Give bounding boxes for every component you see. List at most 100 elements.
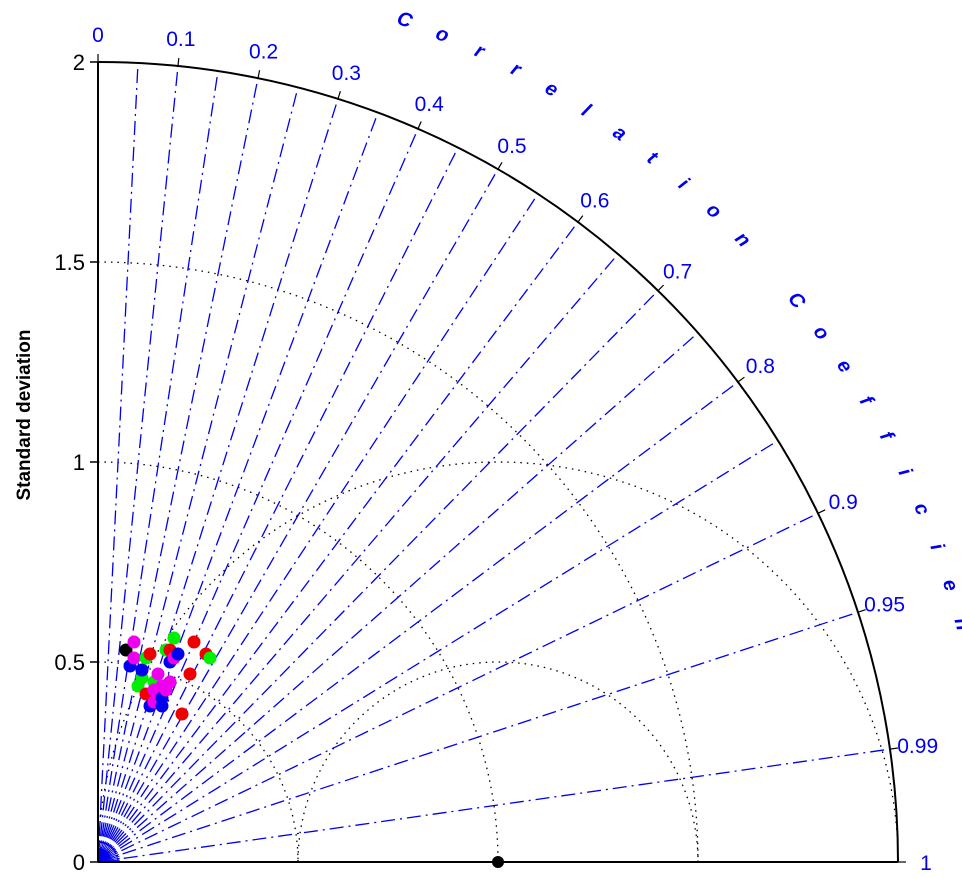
arc-label-char: f xyxy=(875,428,899,446)
arc-label-char: o xyxy=(809,321,834,344)
std-dev-arc xyxy=(97,461,499,863)
data-point xyxy=(135,663,149,677)
corr-tick-mark xyxy=(417,121,422,130)
correlation-ray xyxy=(97,87,299,863)
std-tick-label: 0 xyxy=(73,850,85,875)
arc-label-char: o xyxy=(432,22,452,47)
corr-tick-label: 1 xyxy=(920,852,932,875)
corr-tick-mark xyxy=(337,91,341,100)
arc-label-char: c xyxy=(909,500,934,519)
arc-label-char: i xyxy=(894,465,916,480)
corr-tick-label: 0.99 xyxy=(897,735,938,758)
correlation-ray xyxy=(97,221,579,863)
arc-label-char: f xyxy=(855,392,878,411)
data-point xyxy=(167,631,181,645)
corr-tick-label: 0.5 xyxy=(497,135,526,158)
correlation-ray xyxy=(97,128,419,863)
correlation-ray xyxy=(97,78,259,863)
axes xyxy=(97,61,899,863)
data-points xyxy=(119,631,217,721)
correlation-ray xyxy=(97,512,819,863)
corr-tick-label: 0.3 xyxy=(332,62,361,85)
data-point xyxy=(127,635,141,649)
corr-tick-mark xyxy=(177,58,180,67)
correlation-ray xyxy=(97,71,219,863)
outer-arc xyxy=(97,61,899,863)
correlation-ray xyxy=(97,332,699,863)
arc-label-char: o xyxy=(702,199,726,223)
origin-arc xyxy=(97,846,114,863)
correlation-ray xyxy=(97,65,179,863)
corr-tick-mark xyxy=(657,284,665,292)
arc-label-char: e xyxy=(541,77,562,102)
data-point xyxy=(127,651,141,665)
arc-label-char: e xyxy=(832,355,856,376)
correlation-ray xyxy=(97,147,459,863)
arc-label-char: r xyxy=(507,58,525,82)
corr-tick-label: 0.7 xyxy=(663,261,692,284)
corr-tick-label: 0 xyxy=(92,24,104,47)
std-dev-gridlines xyxy=(97,261,699,863)
data-point xyxy=(183,667,197,681)
corr-tick-label: 0.8 xyxy=(746,355,775,378)
corr-tick-mark xyxy=(577,215,584,223)
data-point xyxy=(155,699,169,713)
arc-label-char: l xyxy=(578,100,595,122)
arc-label-char: i xyxy=(925,540,948,553)
data-point xyxy=(119,643,133,657)
std-dev-arc xyxy=(97,661,299,863)
corr-tick-label: 0.6 xyxy=(580,190,609,213)
correlation-ray xyxy=(97,748,891,863)
corr-tick-label: 0.9 xyxy=(829,491,858,514)
arc-label-char: C xyxy=(394,7,416,33)
rms-arc xyxy=(97,461,899,863)
correlation-ray xyxy=(97,112,379,863)
correlation-ray xyxy=(97,168,499,863)
data-point xyxy=(143,647,157,661)
arc-label-char: t xyxy=(643,147,663,169)
reference-point xyxy=(492,856,504,868)
corr-tick-mark xyxy=(257,70,261,79)
std-dev-tick-labels: 0 0.5 1 1.5 2 xyxy=(54,50,98,875)
data-point xyxy=(151,667,165,681)
corr-tick-mark xyxy=(817,509,826,514)
std-tick-label: 0.5 xyxy=(54,650,85,675)
std-tick-label: 2 xyxy=(73,50,85,75)
std-tick-label: 1 xyxy=(73,450,85,475)
correlation-ray xyxy=(97,611,859,863)
correlation-ray xyxy=(97,98,339,863)
arc-label-char: r xyxy=(471,40,489,64)
correlation-ray xyxy=(97,253,619,863)
rms-arc xyxy=(297,661,699,862)
y-axis-label: Standard deviation xyxy=(14,329,35,500)
arc-label-char: n xyxy=(950,615,962,633)
corr-tick-label: 0.4 xyxy=(415,93,445,116)
correlation-ray xyxy=(97,290,659,863)
correlation-rays xyxy=(97,62,891,863)
corr-tick-mark xyxy=(857,609,866,613)
corr-tick-label: 0.2 xyxy=(249,41,278,64)
data-point xyxy=(175,707,189,721)
std-tick-label: 1.5 xyxy=(54,250,85,275)
correlation-ray xyxy=(97,62,139,863)
corr-tick-label: 0.1 xyxy=(166,28,195,51)
correlation-ray xyxy=(97,381,739,863)
arc-label-char: t xyxy=(960,658,962,671)
arc-label-char: e xyxy=(938,576,962,593)
reference-point-marker xyxy=(492,856,504,868)
corr-tick-mark xyxy=(889,747,898,750)
corr-tick-label: 0.95 xyxy=(864,594,905,617)
arc-label-char: C xyxy=(783,288,810,313)
correlation-ray xyxy=(97,193,539,863)
arc-label-char: i xyxy=(674,174,693,195)
corr-tick-mark xyxy=(737,376,745,383)
correlation-ray xyxy=(97,440,779,863)
std-dev-arc xyxy=(97,261,699,863)
data-point xyxy=(171,647,185,661)
data-point xyxy=(163,675,177,689)
arc-label-char: a xyxy=(609,121,631,145)
arc-label-char: n xyxy=(730,228,754,252)
data-point xyxy=(203,651,217,665)
correlation-tick-labels: 0 0.1 0.2 0.3 0.4 0.5 0.6 0.7 0.8 0.9 0.95 0.99 1 xyxy=(92,24,938,875)
